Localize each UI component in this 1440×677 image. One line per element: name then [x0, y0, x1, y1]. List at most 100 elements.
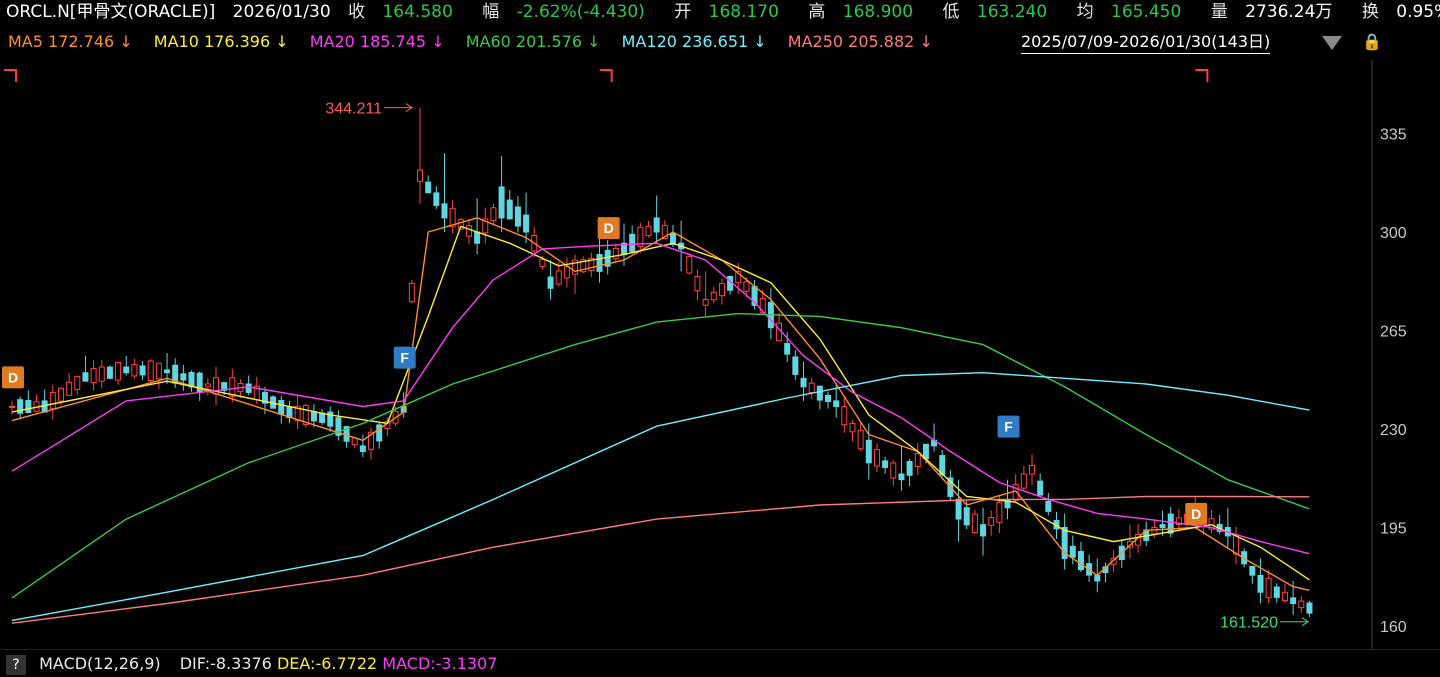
candle-body	[74, 375, 81, 390]
ma120-arrow: ↓	[753, 32, 767, 51]
candle-body	[164, 369, 171, 374]
candle-body	[106, 366, 113, 379]
candle-body	[376, 424, 383, 442]
candle-body	[580, 259, 587, 273]
ma20-arrow: ↓	[431, 32, 445, 51]
candle-body	[996, 502, 1003, 523]
candle-body	[637, 226, 644, 248]
ma250-legend[interactable]: MA250 205.882 ↓	[788, 32, 933, 51]
event-marker-f: F	[997, 415, 1020, 438]
ma-legend: MA5 172.746 ↓ MA10 176.396 ↓ MA20 185.74…	[0, 30, 941, 54]
candle-body	[319, 412, 326, 423]
ma120-line	[11, 371, 1310, 622]
event-badge-label: F	[400, 350, 409, 366]
kline-chart[interactable]: 160 195 230 265 300 335 D F D F D 344.211 161.520	[0, 0, 1440, 650]
dif-value: DIF:-8.3376	[179, 654, 272, 673]
macd-title[interactable]: MACD(12,26,9)	[39, 654, 161, 673]
ma250-label: MA250 205.882	[787, 32, 915, 51]
close-value: 164.580	[382, 2, 453, 22]
ma60-legend[interactable]: MA60 201.576 ↓	[466, 32, 601, 51]
lock-icon[interactable]: 🔒	[1362, 32, 1382, 51]
ma5-legend[interactable]: MA5 172.746 ↓	[8, 32, 133, 51]
ma20-legend[interactable]: MA20 185.745 ↓	[310, 32, 445, 51]
candle-body	[914, 452, 921, 468]
candle-body	[425, 181, 432, 194]
dea-value: DEA:-6.7722	[276, 654, 378, 673]
triangle-down-icon[interactable]	[1322, 36, 1342, 50]
candle-body	[1175, 517, 1182, 525]
low-label: 低	[942, 2, 960, 22]
candle-body	[1045, 500, 1052, 512]
ma120-legend[interactable]: MA120 236.651 ↓	[622, 32, 767, 51]
low-annotation: 161.520	[1220, 615, 1278, 632]
candle-body	[555, 270, 562, 285]
candle-body	[1298, 600, 1305, 609]
ma250-line	[11, 495, 1310, 624]
high-value: 168.900	[842, 2, 914, 22]
candle-body	[572, 259, 579, 275]
y-tick-label: 265	[1380, 324, 1407, 341]
candle-body	[759, 297, 766, 314]
help-button[interactable]: ?	[6, 655, 26, 675]
candle-body	[408, 282, 415, 303]
candle-body	[66, 381, 73, 396]
candle-body	[9, 405, 15, 408]
candle-body	[596, 254, 603, 272]
change-value: -2.62%(-4.430)	[516, 2, 645, 22]
candle-body	[327, 411, 334, 427]
candle-body	[857, 429, 864, 450]
candle-body	[588, 257, 595, 271]
candle-body	[1208, 518, 1215, 530]
period-mark	[599, 69, 613, 82]
candle-body	[898, 473, 905, 481]
quote-date: 2026/01/30	[232, 2, 331, 22]
candle-body	[980, 524, 987, 537]
candle-body	[841, 406, 848, 426]
event-badge-label: D	[604, 220, 614, 236]
candle-body	[131, 363, 138, 377]
candle-body	[1281, 591, 1288, 602]
candle-body	[359, 445, 366, 453]
event-marker-f: F	[393, 346, 416, 369]
candle-body	[816, 385, 823, 401]
event-badge	[1185, 502, 1208, 525]
ma10-arrow: ↓	[275, 32, 289, 51]
candle-body	[1257, 574, 1264, 593]
candle-body	[17, 399, 24, 414]
volume-label: 量	[1210, 2, 1228, 22]
candle-body	[457, 218, 464, 230]
ma10-label: MA10 176.396	[153, 32, 271, 51]
candle-body	[653, 217, 660, 233]
candle-body	[865, 439, 872, 464]
ma20-label: MA20 185.745	[309, 32, 427, 51]
event-badge	[597, 217, 620, 240]
candle-body	[465, 225, 472, 237]
ma5-label: MA5 172.746	[8, 32, 115, 51]
y-tick-label: 335	[1380, 127, 1407, 144]
ma10-legend[interactable]: MA10 176.396 ↓	[154, 32, 289, 51]
date-range-selector[interactable]: 2025/07/09-2026/01/30(143日)	[1021, 31, 1271, 54]
candle-body	[1110, 557, 1117, 565]
candle-body	[1265, 577, 1272, 599]
candle-body	[645, 225, 652, 237]
candle-body	[49, 391, 56, 410]
candle-body	[490, 207, 497, 222]
candle-body	[123, 366, 130, 374]
candle-body	[1061, 527, 1068, 559]
candle-body	[1167, 513, 1174, 534]
y-tick-label: 160	[1380, 619, 1407, 636]
candle-body	[1037, 480, 1044, 496]
candle-body	[1151, 526, 1158, 535]
candle-body	[849, 422, 856, 433]
candle-body	[506, 199, 513, 220]
stock-name[interactable]: ORCL.N[甲骨文(ORACLE)]	[6, 2, 216, 22]
avg-value: 165.450	[1111, 2, 1182, 22]
candle-body	[98, 366, 105, 382]
candle-body	[441, 203, 448, 219]
candle-body	[906, 461, 913, 476]
ma60-arrow: ↓	[587, 32, 601, 51]
candle-body	[278, 400, 285, 415]
ma20-line	[11, 242, 1310, 555]
candle-body	[1020, 473, 1027, 489]
candle-body	[792, 356, 799, 375]
